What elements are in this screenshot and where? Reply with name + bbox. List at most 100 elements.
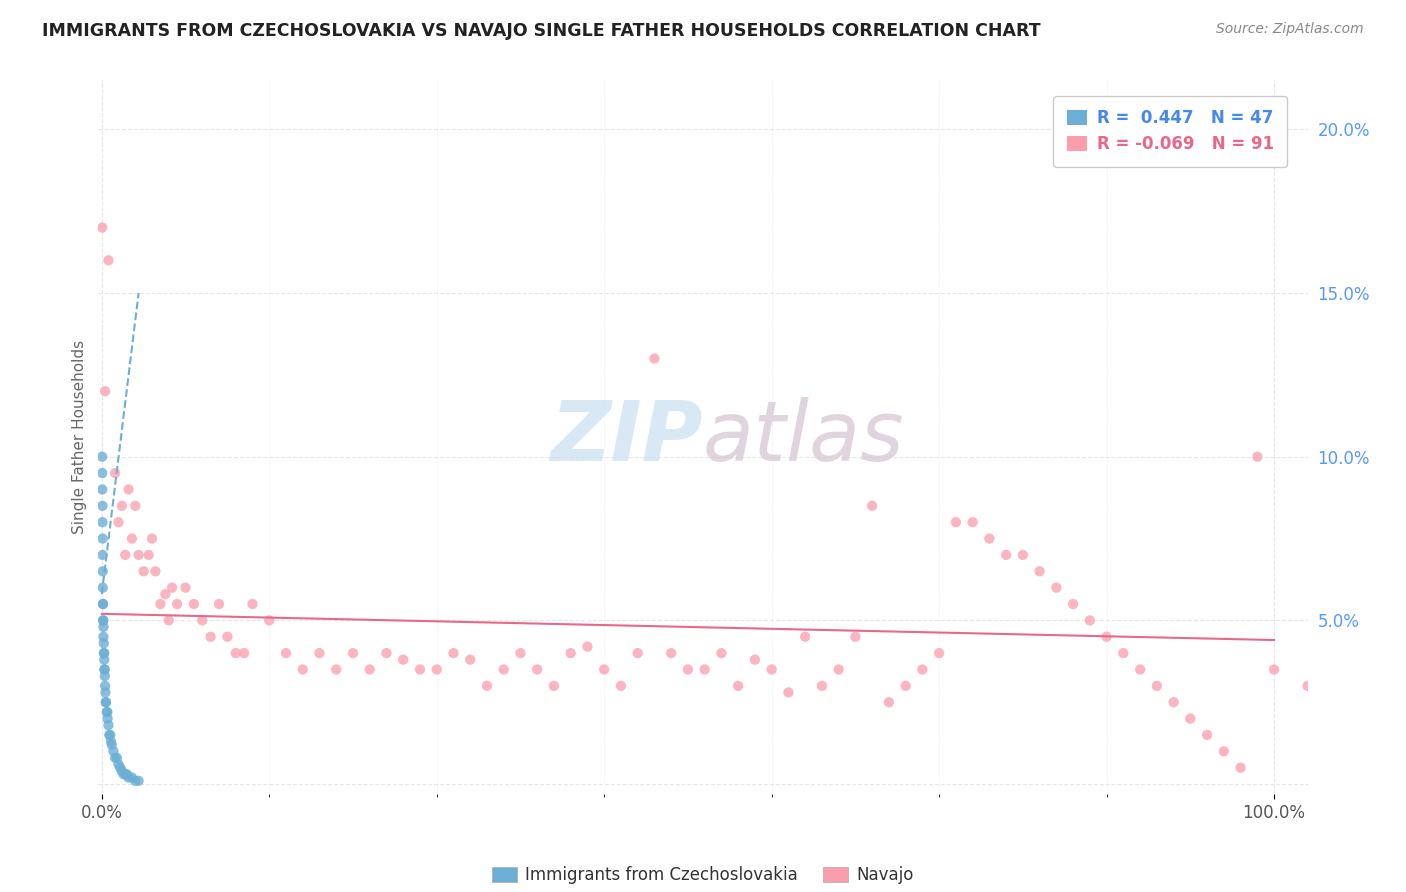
Point — [827, 663, 849, 677]
Point — [166, 597, 188, 611]
Point — [114, 767, 136, 781]
Point — [91, 597, 114, 611]
Point — [233, 646, 256, 660]
Point — [995, 548, 1018, 562]
Point — [676, 663, 699, 677]
Point — [1062, 597, 1084, 611]
Legend: Immigrants from Czechoslovakia, Navajo: Immigrants from Czechoslovakia, Navajo — [485, 859, 921, 890]
Point — [225, 646, 247, 660]
Point — [217, 630, 239, 644]
Point — [1028, 564, 1050, 578]
Point — [160, 581, 183, 595]
Point — [155, 587, 177, 601]
Point — [894, 679, 917, 693]
Point — [778, 685, 800, 699]
Text: ZIP: ZIP — [550, 397, 703, 477]
Point — [325, 663, 347, 677]
Point — [138, 548, 160, 562]
Point — [141, 532, 163, 546]
Point — [409, 663, 432, 677]
Point — [1129, 663, 1152, 677]
Point — [112, 767, 135, 781]
Point — [593, 663, 616, 677]
Point — [101, 738, 124, 752]
Point — [710, 646, 733, 660]
Point — [93, 646, 115, 660]
Point — [1296, 679, 1319, 693]
Point — [91, 450, 114, 464]
Point — [132, 564, 155, 578]
Point — [183, 597, 205, 611]
Point — [98, 728, 121, 742]
Point — [93, 636, 115, 650]
Point — [121, 532, 143, 546]
Point — [115, 767, 138, 781]
Point — [97, 712, 120, 726]
Point — [111, 764, 134, 778]
Point — [342, 646, 364, 660]
Point — [108, 761, 131, 775]
Point — [1045, 581, 1067, 595]
Point — [105, 751, 128, 765]
Point — [928, 646, 950, 660]
Point — [693, 663, 716, 677]
Point — [509, 646, 531, 660]
Point — [94, 669, 117, 683]
Point — [744, 653, 766, 667]
Point — [91, 614, 114, 628]
Point — [107, 515, 129, 529]
Point — [91, 581, 114, 595]
Point — [727, 679, 749, 693]
Point — [128, 773, 150, 788]
Point — [104, 466, 127, 480]
Point — [124, 773, 146, 788]
Point — [97, 718, 120, 732]
Point — [359, 663, 381, 677]
Point — [1012, 548, 1035, 562]
Point — [174, 581, 197, 595]
Point — [93, 663, 115, 677]
Point — [91, 499, 114, 513]
Point — [543, 679, 565, 693]
Point — [475, 679, 498, 693]
Text: Source: ZipAtlas.com: Source: ZipAtlas.com — [1216, 22, 1364, 37]
Point — [91, 548, 114, 562]
Text: atlas: atlas — [703, 397, 904, 477]
Point — [1246, 450, 1268, 464]
Point — [257, 614, 280, 628]
Point — [1078, 614, 1101, 628]
Point — [149, 597, 172, 611]
Point — [93, 646, 115, 660]
Point — [93, 653, 115, 667]
Point — [375, 646, 398, 660]
Point — [121, 771, 143, 785]
Point — [659, 646, 682, 660]
Point — [94, 685, 117, 699]
Point — [128, 548, 150, 562]
Point — [308, 646, 330, 660]
Point — [860, 499, 883, 513]
Point — [392, 653, 415, 667]
Point — [458, 653, 481, 667]
Point — [979, 532, 1001, 546]
Point — [157, 614, 180, 628]
Point — [143, 564, 166, 578]
Point — [844, 630, 866, 644]
Point — [761, 663, 783, 677]
Point — [111, 499, 134, 513]
Point — [560, 646, 582, 660]
Point — [91, 466, 114, 480]
Point — [97, 253, 120, 268]
Y-axis label: Single Father Households: Single Father Households — [72, 340, 87, 534]
Point — [526, 663, 548, 677]
Point — [962, 515, 984, 529]
Point — [643, 351, 665, 366]
Point — [1095, 630, 1118, 644]
Point — [117, 771, 139, 785]
Point — [91, 515, 114, 529]
Point — [1112, 646, 1135, 660]
Point — [1229, 761, 1251, 775]
Point — [911, 663, 934, 677]
Point — [492, 663, 515, 677]
Point — [104, 751, 127, 765]
